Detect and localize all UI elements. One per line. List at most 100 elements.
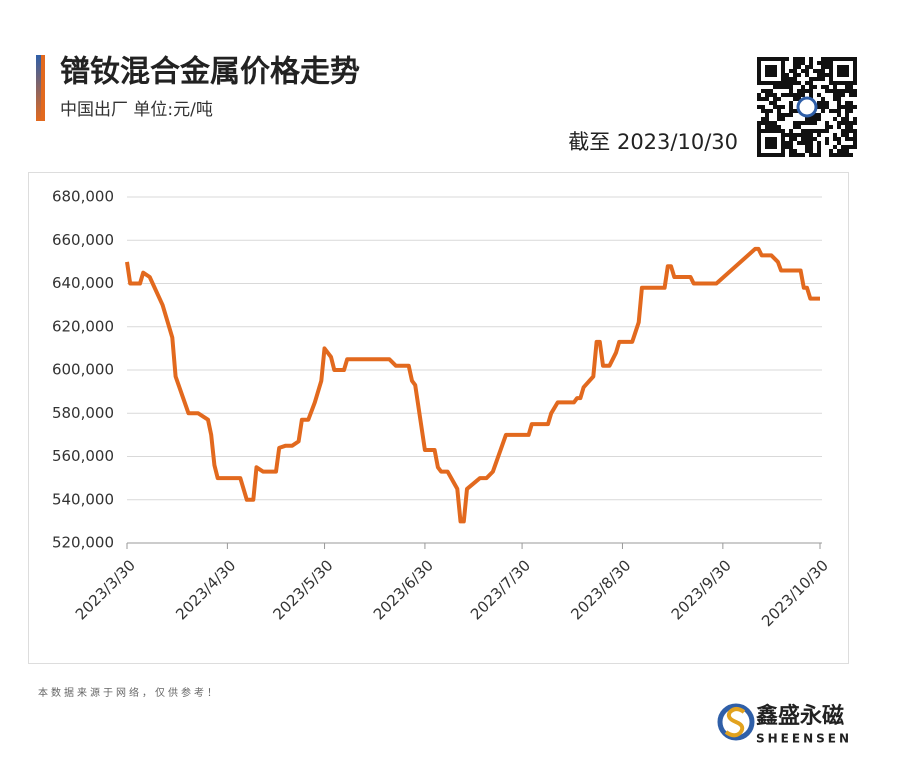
qr-cell [769,101,773,105]
qr-cell [769,89,773,93]
qr-cell [789,81,793,85]
qr-cell [825,61,829,65]
qr-cell [805,69,809,73]
qr-cell [833,97,837,101]
qr-cell [793,69,797,73]
qr-cell [825,141,829,145]
qr-cell [829,153,833,157]
qr-cell [797,61,801,65]
qr-cell [809,137,813,141]
qr-cell [793,109,797,113]
qr-cell [757,121,761,125]
x-tick-label: 2023/8/30 [567,556,634,623]
qr-cell [853,117,857,121]
qr-cell [841,153,845,157]
qr-cell [809,141,813,145]
y-tick-label: 600,000 [52,361,114,379]
qr-cell [785,145,789,149]
qr-cell [845,137,849,141]
qr-cell [761,105,765,109]
qr-cell [789,69,793,73]
qr-cell [773,93,777,97]
x-tick-label: 2023/4/30 [172,556,239,623]
qr-cell [793,133,797,137]
y-tick-label: 640,000 [52,274,114,292]
qr-cell [841,89,845,93]
qr-cell [797,93,801,97]
qr-cell [793,61,797,65]
qr-cell [773,85,777,89]
qr-cell [805,141,809,145]
qr-cell [809,145,813,149]
qr-cell [789,141,793,145]
qr-cell [817,105,821,109]
qr-cell [821,77,825,81]
qr-cell [821,101,825,105]
qr-cell [789,113,793,117]
accent-bar [41,55,45,121]
qr-cell [853,93,857,97]
date-note: 截至 2023/10/30 [568,130,738,154]
qr-cell [833,117,837,121]
qr-cell [821,61,825,65]
qr-cell [777,113,781,117]
qr-cell [821,69,825,73]
qr-cell [789,89,793,93]
qr-cell [805,81,809,85]
qr-cell [761,109,765,113]
qr-cell [797,125,801,129]
qr-cell [817,101,821,105]
qr-cell [817,93,821,97]
qr-cell [765,121,769,125]
qr-cell [789,137,793,141]
qr-cell [761,89,765,93]
qr-cell [849,121,853,125]
qr-cell [793,149,797,153]
qr-cell [789,101,793,105]
qr-cell [809,57,813,61]
qr-cell [821,105,825,109]
qr-cell [809,61,813,65]
logo [717,703,755,741]
line-series [125,246,820,524]
qr-cell [845,105,849,109]
qr-cell [809,81,813,85]
y-tick-label: 520,000 [52,534,114,552]
qr-cell [837,97,841,101]
qr-cell [785,141,789,145]
qr-cell [769,125,773,129]
qr-code [757,57,857,157]
qr-cell [837,125,841,129]
qr-cell [793,73,797,77]
qr-cell [825,89,829,93]
qr-cell [817,73,821,77]
x-tick-label: 2023/5/30 [269,556,336,623]
qr-cell [833,93,837,97]
qr-cell [845,121,849,125]
qr-cell [797,153,801,157]
qr-cell [813,69,817,73]
qr-cell [757,125,761,129]
qr-cell [785,57,789,61]
qr-cell [837,105,841,109]
qr-cell [849,89,853,93]
qr-cell [805,133,809,137]
qr-cell [789,149,793,153]
qr-cell [841,117,845,121]
qr-cell [837,109,841,113]
qr-cell [849,101,853,105]
brand-name: 鑫盛永磁 [756,703,844,729]
qr-cell [793,137,797,141]
qr-cell [845,85,849,89]
qr-cell [801,69,805,73]
qr-finder [757,57,785,85]
qr-cell [765,113,769,117]
qr-cell [809,121,813,125]
qr-cell [805,149,809,153]
qr-cell [849,145,853,149]
qr-cell [801,61,805,65]
qr-cell [845,101,849,105]
qr-cell [809,77,813,81]
qr-cell [825,121,829,125]
qr-cell [805,117,809,121]
